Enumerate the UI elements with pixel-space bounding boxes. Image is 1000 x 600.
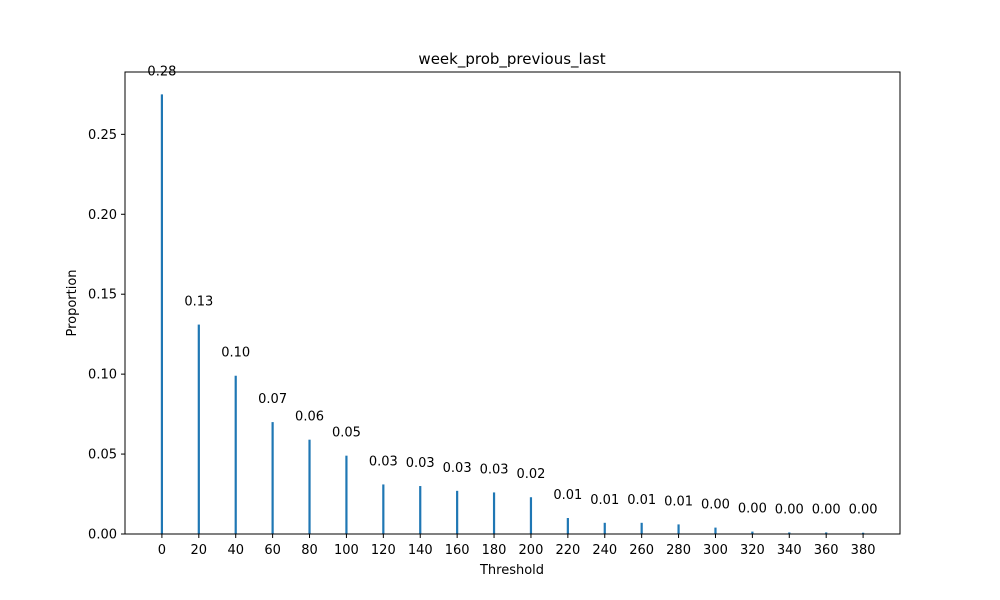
data-label-40: 0.10 — [221, 346, 250, 361]
data-label-380: 0.00 — [849, 503, 878, 518]
data-label-300: 0.00 — [701, 498, 730, 513]
x-tick-label-360: 360 — [814, 543, 839, 558]
bar-100 — [345, 455, 348, 534]
data-label-240: 0.01 — [590, 493, 619, 508]
data-label-120: 0.03 — [369, 454, 398, 469]
x-tick-label-200: 200 — [519, 543, 544, 558]
x-tick-label-80: 80 — [301, 543, 318, 558]
y-tick-label-0: 0.00 — [88, 528, 117, 543]
x-tick-label-40: 40 — [227, 543, 244, 558]
plot-frame — [124, 71, 901, 535]
bar-340 — [788, 532, 791, 534]
bar-360 — [825, 532, 828, 534]
bar-140 — [419, 486, 422, 534]
bar-160 — [456, 490, 459, 534]
bar-120 — [382, 484, 385, 534]
bar-300 — [714, 527, 717, 534]
y-axis-ticks: 0.00 0.05 0.10 0.15 0.20 0.25 — [88, 128, 125, 543]
data-label-180: 0.03 — [480, 462, 509, 477]
data-label-160: 0.03 — [443, 461, 472, 476]
y-tick-label-2: 0.10 — [88, 368, 117, 383]
bar-0 — [160, 94, 164, 535]
x-tick-label-380: 380 — [851, 543, 876, 558]
y-axis-label: Proportion — [65, 269, 80, 336]
y-tick-label-5: 0.25 — [88, 128, 117, 143]
data-label-340: 0.00 — [775, 502, 804, 517]
x-tick-label-60: 60 — [264, 543, 281, 558]
bar-20 — [197, 324, 200, 534]
x-axis-ticks: 0 20 40 60 80 100 120 140 160 180 200 220 240 260 280 3… — [158, 534, 876, 558]
bar-180 — [492, 492, 496, 534]
bar-260 — [640, 522, 643, 534]
data-label-280: 0.01 — [664, 494, 693, 509]
data-label-140: 0.03 — [406, 456, 435, 471]
value-labels-group: 0.280.130.100.070.060.050.03 0.03 0.03 0.03… — [147, 64, 877, 517]
y-tick-label-1: 0.05 — [88, 448, 117, 463]
chart-title: week_prob_previous_last — [418, 50, 605, 69]
x-tick-label-100: 100 — [334, 543, 359, 558]
data-label-20: 0.13 — [184, 295, 213, 310]
x-tick-label-260: 260 — [629, 543, 654, 558]
x-axis-label: Threshold — [479, 563, 544, 578]
bar-320 — [751, 531, 754, 534]
data-label-200: 0.02 — [516, 467, 545, 482]
data-label-360: 0.00 — [812, 502, 841, 517]
data-label-60: 0.07 — [258, 392, 287, 407]
bars-group — [160, 94, 865, 535]
x-tick-label-160: 160 — [445, 543, 470, 558]
x-tick-label-180: 180 — [482, 543, 507, 558]
bar-280 — [677, 524, 680, 534]
x-tick-label-0: 0 — [158, 543, 166, 558]
data-label-220: 0.01 — [553, 488, 582, 503]
y-tick-label-4: 0.20 — [88, 208, 117, 223]
x-tick-label-280: 280 — [666, 543, 691, 558]
x-tick-label-240: 240 — [592, 543, 617, 558]
bar-240 — [603, 522, 606, 534]
data-label-320: 0.00 — [738, 502, 767, 517]
bar-80 — [308, 439, 311, 534]
bar-40 — [234, 375, 237, 534]
data-label-80: 0.06 — [295, 410, 324, 425]
bar-220 — [566, 518, 569, 534]
x-tick-label-140: 140 — [408, 543, 433, 558]
x-tick-label-220: 220 — [555, 543, 580, 558]
bar-60 — [271, 422, 274, 534]
x-tick-label-340: 340 — [777, 543, 802, 558]
data-label-260: 0.01 — [627, 493, 656, 508]
x-tick-label-20: 20 — [191, 543, 208, 558]
x-tick-label-320: 320 — [740, 543, 765, 558]
data-label-100: 0.05 — [332, 426, 361, 441]
y-tick-label-3: 0.15 — [88, 288, 117, 303]
x-tick-label-120: 120 — [371, 543, 396, 558]
x-tick-label-300: 300 — [703, 543, 728, 558]
bar-200 — [529, 497, 533, 534]
bar-380 — [861, 532, 865, 534]
